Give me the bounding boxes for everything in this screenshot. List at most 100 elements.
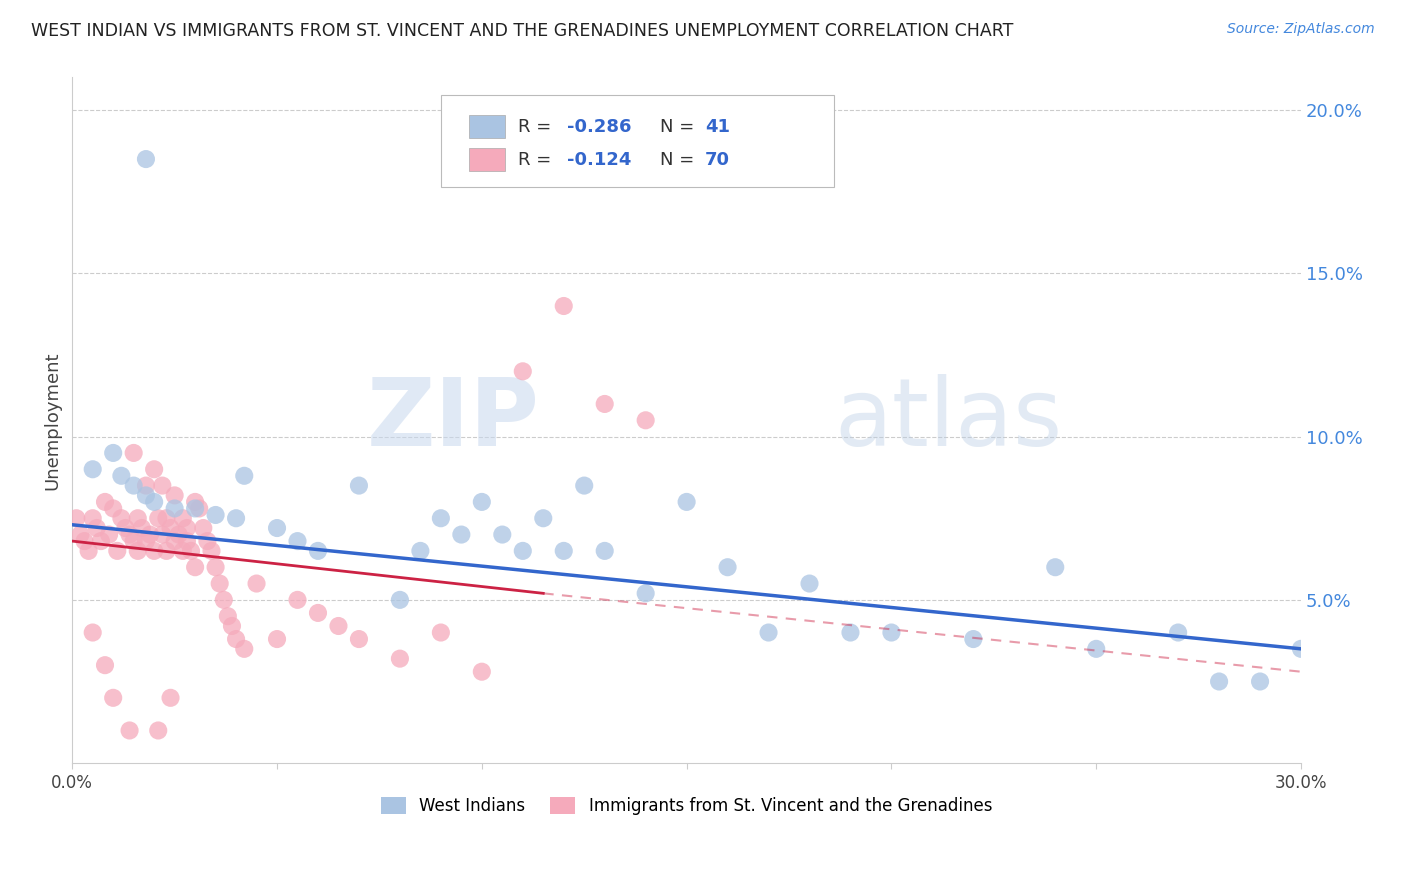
- Point: [184, 501, 207, 516]
- Text: atlas: atlas: [834, 375, 1063, 467]
- Point: [758, 625, 780, 640]
- Point: [553, 299, 575, 313]
- Point: [131, 521, 153, 535]
- Point: [388, 592, 411, 607]
- Text: N =: N =: [659, 151, 700, 169]
- Point: [208, 576, 231, 591]
- Point: [148, 511, 170, 525]
- Point: [163, 488, 186, 502]
- Point: [409, 544, 432, 558]
- Point: [122, 534, 145, 549]
- Point: [172, 544, 194, 558]
- Point: [962, 632, 984, 646]
- Text: R =: R =: [519, 118, 557, 136]
- Point: [287, 592, 309, 607]
- Point: [135, 152, 157, 166]
- Point: [155, 511, 177, 525]
- Point: [328, 619, 350, 633]
- Point: [1085, 641, 1108, 656]
- Point: [82, 462, 104, 476]
- Point: [491, 527, 513, 541]
- Point: [150, 527, 173, 541]
- Text: Source: ZipAtlas.com: Source: ZipAtlas.com: [1227, 22, 1375, 37]
- Point: [200, 544, 222, 558]
- Point: [172, 511, 194, 525]
- Point: [204, 508, 226, 522]
- Point: [634, 413, 657, 427]
- Point: [574, 478, 596, 492]
- Point: [188, 501, 211, 516]
- Legend: West Indians, Immigrants from St. Vincent and the Grenadines: West Indians, Immigrants from St. Vincen…: [373, 789, 1001, 823]
- Point: [233, 641, 256, 656]
- Point: [114, 521, 136, 535]
- Point: [163, 501, 186, 516]
- Point: [347, 632, 370, 646]
- Point: [159, 521, 181, 535]
- Point: [225, 511, 247, 525]
- Point: [716, 560, 738, 574]
- FancyBboxPatch shape: [470, 115, 505, 138]
- Point: [103, 446, 125, 460]
- Point: [430, 625, 453, 640]
- Point: [82, 511, 104, 525]
- Point: [122, 478, 145, 492]
- Point: [159, 690, 181, 705]
- Point: [675, 495, 697, 509]
- Point: [127, 544, 149, 558]
- Point: [110, 468, 132, 483]
- Point: [110, 511, 132, 525]
- Point: [73, 534, 96, 549]
- Point: [221, 619, 243, 633]
- Text: 70: 70: [704, 151, 730, 169]
- Point: [430, 511, 453, 525]
- Point: [98, 527, 121, 541]
- Point: [347, 478, 370, 492]
- Point: [450, 527, 472, 541]
- Point: [593, 397, 616, 411]
- Point: [148, 723, 170, 738]
- Point: [799, 576, 821, 591]
- Text: WEST INDIAN VS IMMIGRANTS FROM ST. VINCENT AND THE GRENADINES UNEMPLOYMENT CORRE: WEST INDIAN VS IMMIGRANTS FROM ST. VINCE…: [31, 22, 1014, 40]
- Text: -0.124: -0.124: [568, 151, 631, 169]
- Point: [184, 495, 207, 509]
- Point: [193, 521, 215, 535]
- Point: [266, 632, 288, 646]
- Point: [127, 511, 149, 525]
- Text: N =: N =: [659, 118, 700, 136]
- Point: [307, 606, 329, 620]
- Point: [94, 658, 117, 673]
- Point: [634, 586, 657, 600]
- Point: [176, 534, 198, 549]
- Point: [245, 576, 267, 591]
- Point: [531, 511, 554, 525]
- Point: [176, 521, 198, 535]
- Point: [880, 625, 903, 640]
- Point: [217, 609, 239, 624]
- Point: [105, 544, 128, 558]
- FancyBboxPatch shape: [470, 148, 505, 171]
- Point: [512, 544, 534, 558]
- Point: [233, 468, 256, 483]
- Point: [122, 446, 145, 460]
- Point: [184, 560, 207, 574]
- Point: [388, 651, 411, 665]
- Point: [593, 544, 616, 558]
- Point: [155, 544, 177, 558]
- Point: [167, 527, 190, 541]
- Point: [553, 544, 575, 558]
- Point: [1045, 560, 1067, 574]
- Point: [103, 501, 125, 516]
- Point: [143, 495, 166, 509]
- FancyBboxPatch shape: [441, 95, 834, 187]
- Point: [471, 495, 494, 509]
- Point: [150, 478, 173, 492]
- Point: [94, 495, 117, 509]
- Point: [1289, 641, 1312, 656]
- Point: [1249, 674, 1271, 689]
- Point: [307, 544, 329, 558]
- Point: [197, 534, 219, 549]
- Point: [65, 511, 87, 525]
- Point: [118, 723, 141, 738]
- Point: [86, 521, 108, 535]
- Point: [163, 534, 186, 549]
